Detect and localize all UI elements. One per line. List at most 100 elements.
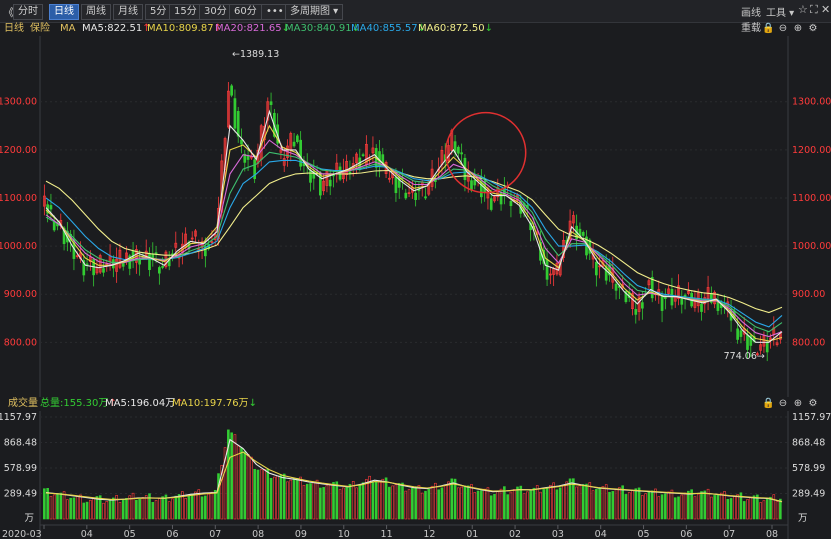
- candle-body: [447, 145, 450, 161]
- volume-bar: [549, 485, 552, 520]
- volume-bar: [664, 493, 667, 520]
- candle-body: [769, 337, 772, 340]
- volume-bar: [342, 487, 345, 520]
- x-tick-label: 05: [124, 529, 136, 539]
- volume-bar: [394, 484, 398, 520]
- vol-ma-line-ma10: [45, 451, 783, 503]
- candle-body: [345, 161, 348, 175]
- volume-bar: [325, 485, 329, 520]
- volume-bar: [729, 498, 733, 520]
- volume-bar: [43, 488, 46, 520]
- reload-button[interactable]: 重载: [741, 23, 761, 34]
- volume-bar: [177, 494, 181, 520]
- back-icon[interactable]: 《: [3, 6, 14, 19]
- zoom-out-icon[interactable]: ⊖: [778, 398, 788, 409]
- vol-tick-label-left: 1157.97: [0, 412, 37, 423]
- volume-bar: [66, 499, 69, 520]
- price-chart: 800.00 800.00 900.00 900.00 1000.00 1000.00 11…: [0, 36, 831, 397]
- volume-bar: [309, 483, 312, 520]
- candle-body: [660, 295, 664, 311]
- volume-bar: [624, 494, 628, 520]
- candle-body: [371, 147, 375, 154]
- volume-bar: [227, 429, 230, 520]
- volume-bar: [223, 447, 227, 520]
- volume-bar: [108, 499, 112, 520]
- period-button[interactable]: 5分: [145, 4, 172, 20]
- volume-bar: [69, 497, 72, 520]
- volume-bar: [660, 494, 664, 520]
- volume-bar: [384, 477, 388, 520]
- period-button[interactable]: 日线: [49, 4, 79, 20]
- volume-bar: [197, 489, 201, 520]
- volume-bar: [128, 495, 132, 520]
- volume-bar: [305, 483, 309, 520]
- ma-line-ma5: [45, 109, 783, 343]
- volume-bar: [118, 502, 122, 520]
- y-tick-label-left: 1300.00: [0, 97, 37, 108]
- close-icon[interactable]: ✕: [821, 3, 831, 16]
- period-button[interactable]: 分时: [13, 4, 43, 20]
- zoom-out-icon[interactable]: ⊖: [778, 23, 788, 34]
- volume-bar: [460, 486, 463, 520]
- period-button[interactable]: 周线: [81, 4, 111, 20]
- volume-bar: [641, 495, 644, 520]
- candle-body: [647, 280, 651, 286]
- volume-bar: [779, 498, 782, 520]
- volume-bar: [503, 486, 506, 520]
- volume-bar: [466, 485, 470, 520]
- volume-bar: [673, 497, 677, 520]
- candle-body: [204, 246, 207, 257]
- volume-bar: [440, 487, 444, 520]
- candle-body: [713, 291, 716, 305]
- period-button[interactable]: 15分: [169, 4, 202, 20]
- star-icon[interactable]: ☆: [798, 3, 808, 16]
- period-button[interactable]: 30分: [199, 4, 232, 20]
- x-tick-label: 09: [295, 529, 307, 539]
- volume-legend-bar: 成交量 总量:155.30万↑ MA5:196.04万↑ MA10:197.76万↓ 🔒…: [0, 397, 831, 411]
- volume-bar: [82, 502, 86, 520]
- zoom-in-icon[interactable]: ⊕: [793, 23, 803, 34]
- x-tick-label: 07: [209, 529, 221, 539]
- volume-bar: [292, 478, 296, 520]
- settings-icon[interactable]: ⚙: [808, 23, 818, 34]
- volume-bar: [312, 481, 316, 520]
- volume-bar: [420, 492, 424, 520]
- volume-bar: [453, 478, 457, 520]
- candle-body: [394, 176, 398, 194]
- fullscreen-icon[interactable]: ⛶: [810, 3, 818, 16]
- candle-body: [598, 265, 601, 268]
- volume-bar: [230, 432, 233, 520]
- candle-body: [279, 149, 283, 153]
- adjust-label[interactable]: 保险: [30, 23, 50, 34]
- candle-body: [650, 277, 654, 299]
- volume-bar: [374, 481, 378, 520]
- candle-body: [75, 255, 79, 258]
- volume-bar: [463, 485, 467, 520]
- lock-icon[interactable]: 🔒: [762, 398, 775, 409]
- settings-icon[interactable]: ⚙: [808, 398, 818, 409]
- candle-body: [148, 253, 151, 271]
- tools-button[interactable]: 工具 ▾: [766, 8, 795, 19]
- volume-bar: [585, 483, 588, 520]
- volume-bar: [328, 483, 332, 520]
- highlight-circle: [444, 111, 527, 194]
- volume-bar: [555, 489, 559, 520]
- lock-icon[interactable]: 🔒: [762, 23, 775, 34]
- volume-label: 成交量: [8, 398, 38, 409]
- volume-bar: [250, 456, 253, 520]
- volume-bar: [618, 487, 621, 520]
- period-button[interactable]: 60分: [229, 4, 262, 20]
- volume-bar: [335, 481, 339, 520]
- candle-body: [361, 154, 365, 157]
- volume-bar: [657, 496, 661, 520]
- candle-body: [549, 273, 552, 276]
- period-button[interactable]: 多周期图 ▾: [285, 4, 344, 20]
- volume-bar: [79, 494, 82, 520]
- draw-line-button[interactable]: 画线: [741, 8, 761, 19]
- zoom-in-icon[interactable]: ⊕: [793, 398, 803, 409]
- candle-body: [621, 284, 624, 289]
- period-button[interactable]: 月线: [113, 4, 143, 20]
- ma-value: MA60:872.50: [418, 23, 485, 34]
- x-tick-label: 2020-03: [2, 529, 42, 539]
- volume-bar: [46, 488, 49, 520]
